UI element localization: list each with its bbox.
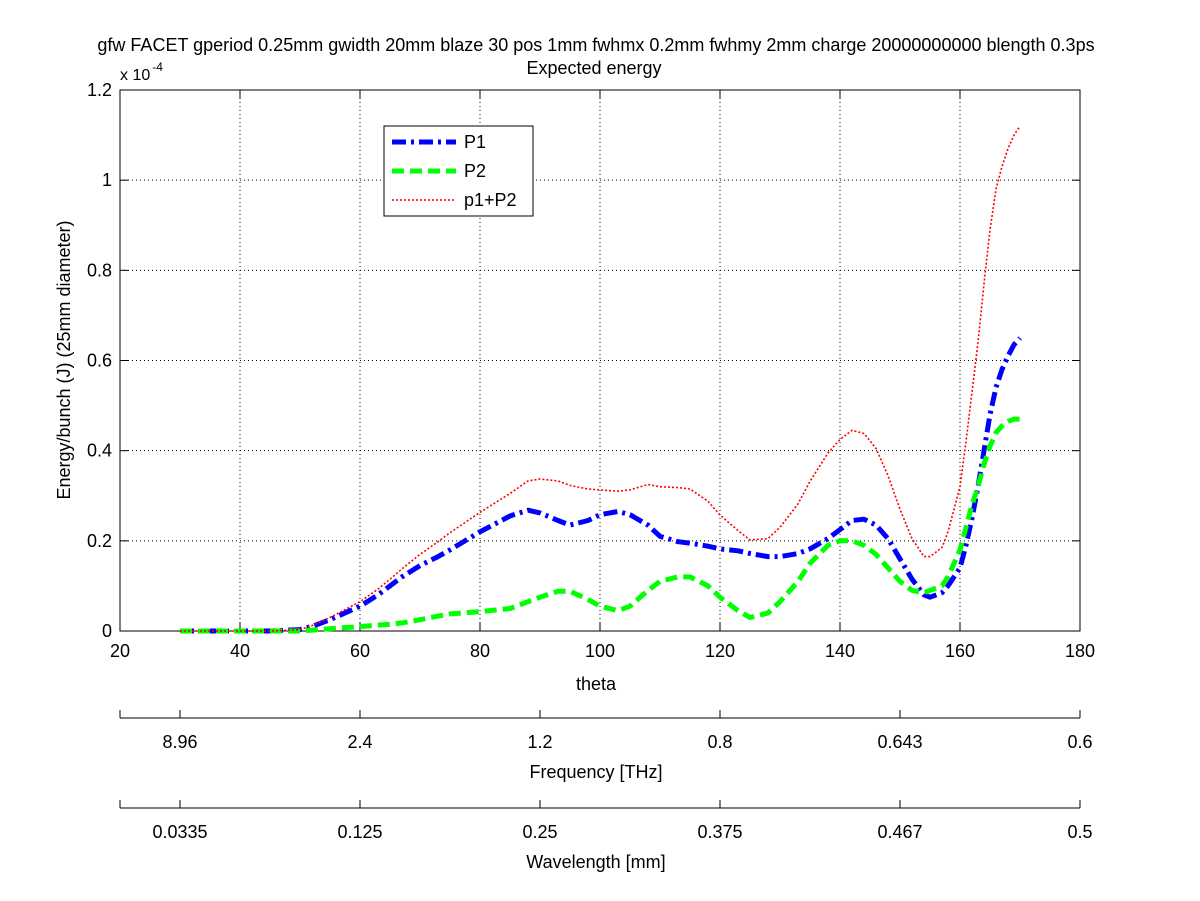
x-axis-label: theta [576, 674, 617, 694]
y-tick-label: 0.8 [87, 260, 112, 280]
x-tick-label: 160 [945, 641, 975, 661]
x-tick-label: 120 [705, 641, 735, 661]
secondary-axis-label: Wavelength [mm] [526, 852, 665, 872]
axes: 20 40 60 80 100 120 140 160 180 0 0.2 0.4 0.6 0.8 1 1.2 [87, 80, 1095, 661]
secondary-tick-label: 0.0335 [152, 822, 207, 842]
x-tick-label: 80 [470, 641, 490, 661]
grid [120, 90, 1080, 631]
x-tick-label: 140 [825, 641, 855, 661]
y-tick-label: 1.2 [87, 80, 112, 100]
legend-label: P1 [464, 132, 486, 152]
legend-label: p1+P2 [464, 190, 517, 210]
y-tick-label: 0.2 [87, 531, 112, 551]
x-tick-label: 60 [350, 641, 370, 661]
secondary-tick-label: 0.8 [707, 732, 732, 752]
secondary-axis-label: Frequency [THz] [529, 762, 662, 782]
y-exponent-label: x 10 -4 [120, 60, 163, 84]
y-axis-label: Energy/bunch (J) (25mm diameter) [54, 220, 74, 499]
x-tick-label: 100 [585, 641, 615, 661]
x-tick-label: 40 [230, 641, 250, 661]
secondary-tick-label: 2.4 [347, 732, 372, 752]
secondary-tick-label: 0.643 [877, 732, 922, 752]
secondary-tick-label: 1.2 [527, 732, 552, 752]
legend-label: P2 [464, 161, 486, 181]
y-tick-label: 0.6 [87, 351, 112, 371]
x-tick-label: 20 [110, 641, 130, 661]
secondary-tick-label: 0.5 [1067, 822, 1092, 842]
legend-box [383, 125, 534, 217]
secondary-tick-label: 0.25 [522, 822, 557, 842]
y-tick-label: 0 [102, 621, 112, 641]
x-tick-label: 180 [1065, 641, 1095, 661]
legend: P1 P2 p1+P2 [383, 125, 534, 217]
chart-subtitle: Expected energy [526, 58, 661, 78]
secondary-axes: 8.96 2.4 1.2 0.8 0.643 0.6 Frequency [THz] 0.03… [119, 710, 1093, 872]
secondary-tick-label: 0.125 [337, 822, 382, 842]
secondary-tick-label: 0.467 [877, 822, 922, 842]
secondary-tick-label: 0.375 [697, 822, 742, 842]
secondary-tick-label: 0.6 [1067, 732, 1092, 752]
y-tick-label: 1 [102, 170, 112, 190]
chart-title: gfw FACET gperiod 0.25mm gwidth 20mm bla… [97, 35, 1094, 55]
series-line-p2 [180, 416, 1020, 634]
y-tick-label: 0.4 [87, 441, 112, 461]
secondary-tick-label: 8.96 [162, 732, 197, 752]
series-layer [180, 125, 1022, 634]
series-line-p1 [180, 336, 1022, 634]
